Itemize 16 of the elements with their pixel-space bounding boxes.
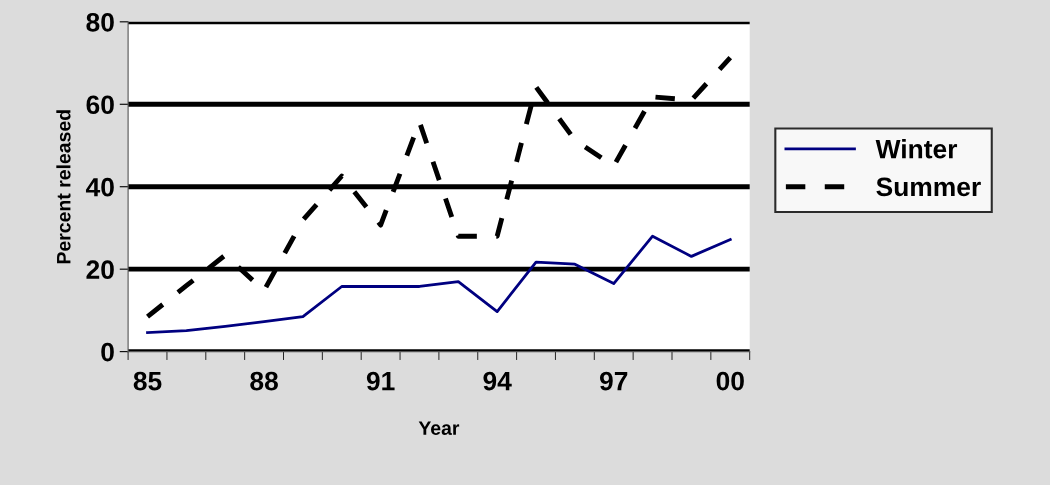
- y-tick-label: 80: [86, 12, 114, 32]
- line-series: [146, 234, 732, 335]
- x-tick-label: 94: [483, 371, 512, 391]
- x-tick-label: 88: [250, 371, 278, 391]
- x-axis-title: Year: [418, 421, 460, 435]
- y-tick-label: 60: [86, 95, 114, 115]
- x-tick-label: 97: [599, 371, 628, 391]
- y-tick-label: 40: [85, 177, 114, 197]
- y-tick-label: 0: [101, 342, 114, 362]
- x-tick-label: 85: [133, 371, 162, 391]
- legend-label: Winter: [875, 139, 958, 159]
- y-tick-label: 20: [86, 260, 114, 279]
- x-tick-label: 00: [716, 371, 744, 391]
- legend-label: Summer: [876, 177, 981, 197]
- x-tick-label: 91: [366, 371, 395, 391]
- y-axis-title: Percent released: [56, 110, 71, 264]
